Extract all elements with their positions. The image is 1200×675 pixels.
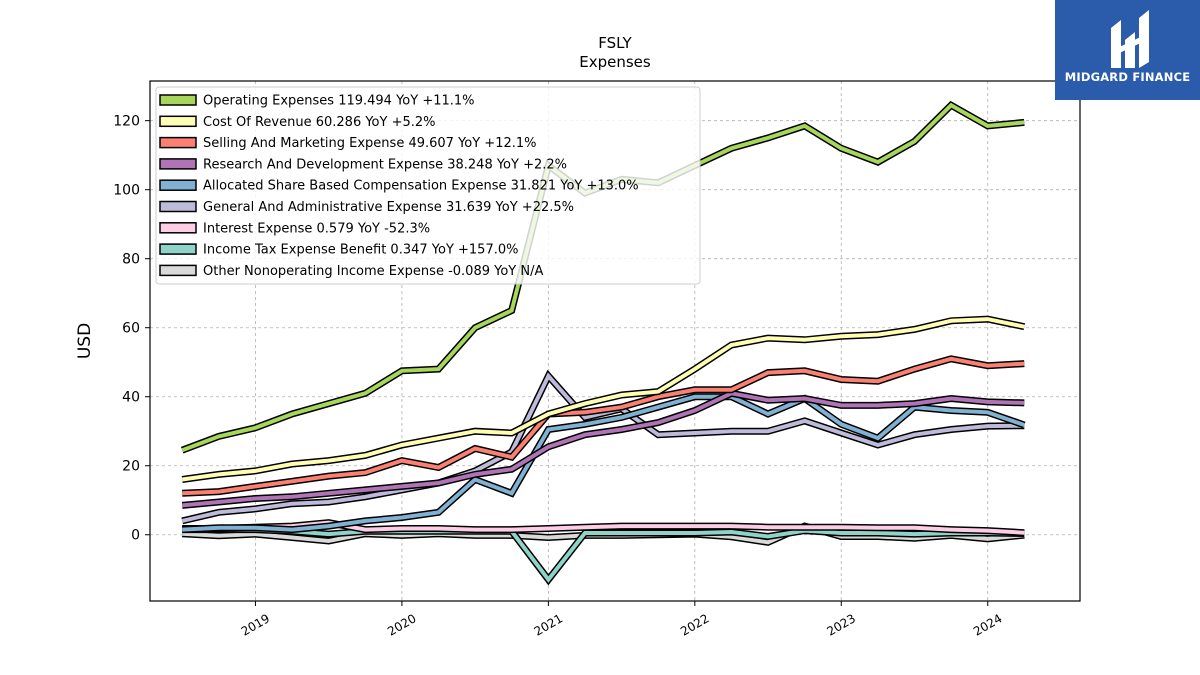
legend-label: Research And Development Expense 38.248 … <box>203 157 567 172</box>
x-tick-label: 2020 <box>385 611 418 638</box>
legend-item: General And Administrative Expense 31.63… <box>159 200 574 215</box>
series-line <box>182 355 1025 497</box>
legend-box <box>155 86 701 285</box>
x-tick-label: 2023 <box>825 611 858 638</box>
legend-swatch <box>159 158 197 170</box>
y-tick-label: 100 <box>113 183 140 199</box>
x-tick-label: 2019 <box>239 611 272 638</box>
legend-label: Selling And Marketing Expense 49.607 YoY… <box>203 136 537 151</box>
series-lines <box>180 100 1026 586</box>
chart-title: FSLY <box>598 34 632 52</box>
midgard-logo: MIDGARD FINANCE <box>1055 0 1200 100</box>
y-tick-label: 120 <box>113 114 140 130</box>
legend-item: Operating Expenses 119.494 YoY +11.1% <box>159 94 475 109</box>
series-outline <box>182 355 1025 497</box>
series-stroke <box>182 527 1025 583</box>
legend-swatch <box>159 200 197 213</box>
legend-item: Cost Of Revenue 60.286 YoY +5.2% <box>159 115 436 130</box>
series-stroke <box>182 356 1025 496</box>
legend-label: General And Administrative Expense 31.63… <box>203 200 574 215</box>
series-line <box>182 393 1026 534</box>
legend-swatch <box>159 222 197 234</box>
series-line <box>181 315 1026 483</box>
legend-item: Allocated Share Based Compensation Expen… <box>159 179 639 194</box>
legend-item: Interest Expense 0.579 YoY -52.3% <box>159 221 430 236</box>
legend-swatch <box>159 264 197 277</box>
y-axis-label: USD <box>75 323 95 359</box>
legend-label: Interest Expense 0.579 YoY -52.3% <box>203 221 430 236</box>
legend-label: Other Nonoperating Income Expense -0.089… <box>203 264 543 279</box>
legend-label: Allocated Share Based Compensation Expen… <box>203 179 639 194</box>
series-line <box>182 526 1025 586</box>
legend-swatch <box>159 136 197 149</box>
y-tick-label: 40 <box>122 390 140 406</box>
y-tick-label: 60 <box>122 321 140 337</box>
legend-item: Research And Development Expense 38.248 … <box>159 157 567 172</box>
legend-swatch <box>159 179 197 191</box>
legend-swatch <box>159 94 197 106</box>
series-stroke <box>182 391 1025 508</box>
legend-label: Cost Of Revenue 60.286 YoY +5.2% <box>203 115 436 130</box>
series-line <box>181 389 1025 509</box>
legend-swatch <box>159 243 197 255</box>
series-stroke <box>181 317 1025 482</box>
y-tick-label: 80 <box>122 252 140 268</box>
x-tick-label: 2022 <box>678 611 711 638</box>
y-tick-label: 0 <box>131 528 140 544</box>
legend-item: Income Tax Expense Benefit 0.347 YoY +15… <box>159 243 518 258</box>
legend-item: Other Nonoperating Income Expense -0.089… <box>159 264 543 279</box>
legend-label: Income Tax Expense Benefit 0.347 YoY +15… <box>203 243 518 258</box>
plot-frame <box>149 80 1081 602</box>
legend-label: Operating Expenses 119.494 YoY +11.1% <box>203 94 475 109</box>
series-stroke <box>182 394 1025 532</box>
chart-subtitle: Expenses <box>579 53 651 71</box>
midgard-logo-icon <box>1111 10 1149 68</box>
legend: Operating Expenses 119.494 YoY +11.1% Cos… <box>155 86 701 285</box>
legend-swatch <box>159 115 197 128</box>
x-tick-label: 2021 <box>532 611 565 638</box>
logo-text: MIDGARD FINANCE <box>1064 70 1191 84</box>
x-tick-label: 2024 <box>971 611 1004 638</box>
legend-item: Selling And Marketing Expense 49.607 YoY… <box>159 136 537 151</box>
y-tick-label: 20 <box>122 459 140 475</box>
